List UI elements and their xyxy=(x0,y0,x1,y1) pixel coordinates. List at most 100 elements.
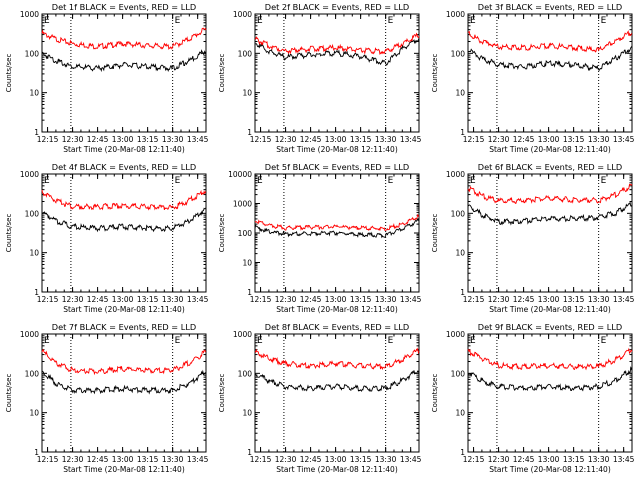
y-tick-label: 1 xyxy=(460,128,465,137)
y-tick-label: 10 xyxy=(242,89,252,98)
plot-frame xyxy=(41,13,207,133)
lld-series-line xyxy=(467,30,633,53)
x-tick-label: 12:45 xyxy=(300,455,322,464)
y-axis-label: Counts/sec xyxy=(5,214,13,253)
detector-panel-6: Det 6f BLACK = Events, RED = LLD 1 10 100 10… xyxy=(431,162,635,314)
x-tick-label: 13:15 xyxy=(563,455,585,464)
y-axis-label: Counts/sec xyxy=(431,54,439,93)
annotation-e-left: E xyxy=(470,176,476,186)
y-axis-label: Counts/sec xyxy=(431,214,439,253)
x-tick-label: 13:45 xyxy=(187,295,209,304)
events-series-line xyxy=(467,46,633,72)
x-tick-label: 12:15 xyxy=(37,295,59,304)
panel-title: Det 1f BLACK = Events, RED = LLD xyxy=(52,2,196,12)
y-tick-label: 1000 xyxy=(20,10,39,19)
x-tick-label: 13:30 xyxy=(375,455,397,464)
x-tick-label: 13:30 xyxy=(162,295,184,304)
x-tick-label: 13:15 xyxy=(137,455,159,464)
x-tick-label: 13:15 xyxy=(563,135,585,144)
y-tick-label: 10 xyxy=(242,259,252,268)
x-tick-label: 13:45 xyxy=(613,295,635,304)
y-tick-label: 1 xyxy=(247,128,252,137)
events-series-line xyxy=(41,369,207,395)
panel-title: Det 9f BLACK = Events, RED = LLD xyxy=(478,322,622,332)
annotation-e-left: E xyxy=(44,16,50,26)
annotation-e-left: E xyxy=(257,16,263,26)
y-tick-label: 1000 xyxy=(233,330,252,339)
events-series-line xyxy=(467,365,633,392)
y-tick-label: 1 xyxy=(247,288,252,297)
x-tick-label: 12:30 xyxy=(275,455,297,464)
x-tick-label: 12:45 xyxy=(513,135,535,144)
x-axis-label: Start Time (20-Mar-08 12:11:40) xyxy=(63,305,185,314)
panel-title: Det 5f BLACK = Events, RED = LLD xyxy=(265,162,409,172)
plot-frame xyxy=(254,333,420,453)
x-tick-label: 13:00 xyxy=(538,455,560,464)
lld-series-line xyxy=(254,32,420,55)
x-tick-label: 12:45 xyxy=(87,135,109,144)
x-axis-label: Start Time (20-Mar-08 12:11:40) xyxy=(276,465,398,474)
y-tick-label: 1000 xyxy=(446,10,465,19)
x-tick-label: 12:30 xyxy=(62,295,84,304)
y-tick-label: 100 xyxy=(25,209,40,218)
x-tick-label: 13:00 xyxy=(112,135,134,144)
annotation-e-right: E xyxy=(601,16,607,26)
detector-panel-9: Det 9f BLACK = Events, RED = LLD 1 10 100 10… xyxy=(431,322,635,474)
annotation-e-right: E xyxy=(388,16,394,26)
panel-title: Det 3f BLACK = Events, RED = LLD xyxy=(478,2,622,12)
x-axis-label: Start Time (20-Mar-08 12:11:40) xyxy=(63,465,185,474)
y-tick-label: 1 xyxy=(460,288,465,297)
lld-series-line xyxy=(41,349,207,376)
y-axis-label: Counts/sec xyxy=(431,374,439,413)
x-tick-label: 13:45 xyxy=(613,135,635,144)
y-axis-label: Counts/sec xyxy=(218,374,226,413)
x-axis-label: Start Time (20-Mar-08 12:11:40) xyxy=(489,145,611,154)
x-tick-label: 13:30 xyxy=(162,455,184,464)
x-tick-label: 12:15 xyxy=(463,455,485,464)
x-axis-label: Start Time (20-Mar-08 12:11:40) xyxy=(276,145,398,154)
x-tick-label: 12:30 xyxy=(488,295,510,304)
x-tick-label: 12:45 xyxy=(300,135,322,144)
y-tick-label: 10 xyxy=(242,409,252,418)
x-axis-label: Start Time (20-Mar-08 12:11:40) xyxy=(489,465,611,474)
y-tick-label: 100 xyxy=(238,49,253,58)
panel-title: Det 6f BLACK = Events, RED = LLD xyxy=(478,162,622,172)
x-tick-label: 12:45 xyxy=(300,295,322,304)
detector-panel-5: Det 5f BLACK = Events, RED = LLD 1 10 100 10… xyxy=(218,162,422,314)
y-axis-label: Counts/sec xyxy=(218,214,226,253)
y-tick-label: 1 xyxy=(34,288,39,297)
x-tick-label: 12:45 xyxy=(87,295,109,304)
panel-title: Det 4f BLACK = Events, RED = LLD xyxy=(52,162,196,172)
y-axis-label: Counts/sec xyxy=(218,54,226,93)
y-tick-label: 10000 xyxy=(228,170,252,179)
y-tick-label: 1000 xyxy=(20,170,39,179)
y-tick-label: 10 xyxy=(455,89,465,98)
panel-title: Det 2f BLACK = Events, RED = LLD xyxy=(265,2,409,12)
y-tick-label: 100 xyxy=(25,49,40,58)
x-tick-label: 13:30 xyxy=(375,295,397,304)
annotation-e-left: E xyxy=(257,336,263,346)
annotation-e-right: E xyxy=(601,336,607,346)
x-tick-label: 13:30 xyxy=(375,135,397,144)
events-series-line xyxy=(42,49,207,73)
x-tick-label: 13:15 xyxy=(350,455,372,464)
y-tick-label: 1000 xyxy=(446,330,465,339)
x-tick-label: 13:00 xyxy=(325,295,347,304)
y-tick-label: 10 xyxy=(29,249,39,258)
y-axis-label: Counts/sec xyxy=(5,54,13,93)
y-tick-label: 10 xyxy=(455,409,465,418)
x-tick-label: 13:15 xyxy=(350,135,372,144)
annotation-e-left: E xyxy=(44,336,50,346)
events-series-line xyxy=(254,38,420,66)
lld-series-line xyxy=(41,189,207,211)
x-tick-label: 13:30 xyxy=(588,455,610,464)
x-tick-label: 12:45 xyxy=(513,295,535,304)
x-tick-label: 12:15 xyxy=(250,295,272,304)
y-tick-label: 1000 xyxy=(233,10,252,19)
x-tick-label: 12:15 xyxy=(37,455,59,464)
detector-panel-1: Det 1f BLACK = Events, RED = LLD 1 10 100 10… xyxy=(5,2,209,154)
x-tick-label: 12:15 xyxy=(463,295,485,304)
y-tick-label: 1 xyxy=(34,448,39,457)
